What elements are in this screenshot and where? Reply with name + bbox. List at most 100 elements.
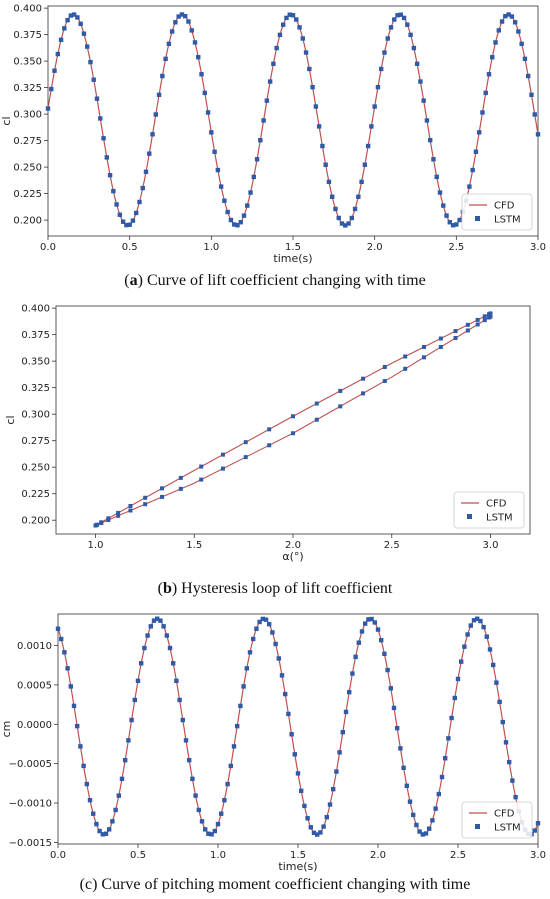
lstm-point — [323, 162, 328, 167]
lstm-point — [421, 345, 426, 350]
legend: CFD LSTM — [461, 193, 533, 231]
lstm-point — [140, 185, 145, 191]
lstm-point — [106, 518, 111, 523]
lstm-point — [212, 149, 217, 154]
lstm-point — [232, 222, 237, 227]
lstm-point — [532, 828, 537, 833]
lstm-point — [532, 112, 537, 117]
lstm-point — [127, 222, 132, 227]
lstm-point — [142, 645, 147, 651]
lstm-point — [453, 336, 458, 341]
lstm-point — [111, 188, 116, 194]
lstm-point — [369, 124, 374, 129]
lstm-point — [183, 738, 189, 743]
lstm-point — [258, 138, 263, 143]
y-tick-label: 0.300 — [13, 110, 42, 121]
lstm-point — [452, 695, 457, 701]
lstm-point — [267, 622, 272, 627]
x-tick-label: 0.5 — [130, 850, 146, 861]
lstm-point — [315, 832, 320, 837]
lstm-point — [65, 666, 70, 671]
lstm-point — [353, 654, 358, 660]
lstm-point — [324, 814, 329, 820]
lstm-point — [343, 709, 349, 715]
lstm-point — [403, 354, 408, 359]
lstm-point — [291, 414, 295, 419]
y-tick-label: 0.300 — [21, 410, 50, 421]
lstm-point — [375, 84, 381, 90]
lstm-point — [471, 618, 477, 623]
lstm-point — [147, 151, 152, 156]
lstm-point — [209, 130, 214, 135]
lstm-point — [339, 221, 345, 226]
lstm-point — [486, 72, 492, 77]
lstm-point — [449, 715, 454, 721]
lstm-point — [120, 219, 126, 224]
lstm-point — [180, 717, 185, 723]
caption-b: (b) Hysteresis loop of lift coefficient — [0, 580, 550, 598]
lstm-point — [244, 666, 249, 671]
lstm-point — [196, 807, 201, 813]
lstm-point — [454, 222, 459, 227]
lstm-point — [279, 673, 285, 678]
y-tick-label: 0.325 — [13, 83, 42, 94]
lstm-point — [257, 619, 262, 625]
lstm-point — [222, 797, 227, 803]
lstm-point — [78, 21, 83, 27]
lstm-point — [468, 623, 473, 628]
lstm-point — [302, 803, 307, 809]
lstm-point — [254, 626, 259, 631]
lstm-point — [359, 629, 365, 634]
lstm-point — [116, 793, 121, 798]
lstm-point — [189, 28, 194, 33]
lstm-series — [45, 12, 541, 228]
y-axis-label: cl — [0, 116, 13, 125]
lstm-point — [273, 641, 278, 647]
lstm-point — [130, 218, 136, 223]
lstm-point — [145, 633, 150, 638]
lstm-point — [488, 314, 493, 319]
caption-b-text: ) Hysteresis loop of lift coefficient — [171, 580, 393, 597]
lstm-point — [497, 699, 502, 705]
cfd-loop-upper — [95, 312, 491, 527]
lstm-point — [519, 41, 524, 47]
lstm-point — [88, 59, 93, 65]
lstm-point — [388, 686, 393, 691]
caption-c: (c) Curve of pitching moment coefficient… — [0, 876, 550, 894]
lstm-point — [219, 811, 224, 816]
lstm-point — [314, 417, 319, 422]
x-tick-label: 2.5 — [450, 850, 466, 861]
lstm-point — [238, 703, 243, 709]
lstm-point — [68, 684, 73, 689]
lstm-point — [215, 821, 221, 827]
lstm-point — [326, 179, 332, 185]
lstm-point — [161, 624, 166, 629]
lstm-point — [179, 12, 185, 17]
lstm-point — [97, 828, 102, 834]
lstm-point — [139, 661, 144, 666]
chart-panel-c: 0.0 0.5 1.0 1.5 2.0 2.5 3.0 −0.0015 −0.0010 −0.00… — [0, 608, 550, 876]
lstm-point — [482, 314, 487, 319]
lstm-point — [529, 92, 534, 98]
lstm-point — [132, 697, 137, 703]
lstm-point — [382, 379, 387, 384]
legend-cfd-label: CFD — [486, 499, 507, 510]
lstm-point — [222, 198, 227, 203]
lstm-point — [103, 831, 109, 836]
lstm-point — [186, 19, 191, 24]
lstm-series — [93, 311, 493, 528]
lstm-point — [385, 667, 390, 673]
lstm-point — [522, 56, 528, 62]
lstm-point — [267, 79, 273, 84]
y-tick-label: 0.0000 — [17, 720, 52, 731]
x-tick-label: 2.5 — [384, 540, 400, 551]
y-tick-label: 0.0005 — [17, 680, 52, 691]
lstm-point — [362, 162, 368, 167]
x-tick-label: 2.0 — [285, 540, 301, 551]
legend-lstm-swatch — [467, 514, 472, 519]
lstm-point — [414, 822, 419, 828]
lstm-point — [98, 116, 103, 121]
lstm-point — [107, 173, 113, 178]
lstm-point — [289, 732, 294, 737]
lstm-point — [169, 29, 175, 34]
